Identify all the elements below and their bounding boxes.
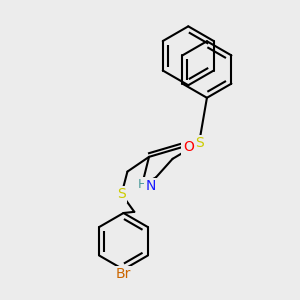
Text: N: N — [145, 179, 156, 194]
Text: Br: Br — [116, 267, 131, 281]
Text: S: S — [195, 136, 203, 150]
Text: O: O — [183, 140, 194, 154]
Text: S: S — [117, 187, 126, 201]
Text: H: H — [137, 178, 147, 191]
